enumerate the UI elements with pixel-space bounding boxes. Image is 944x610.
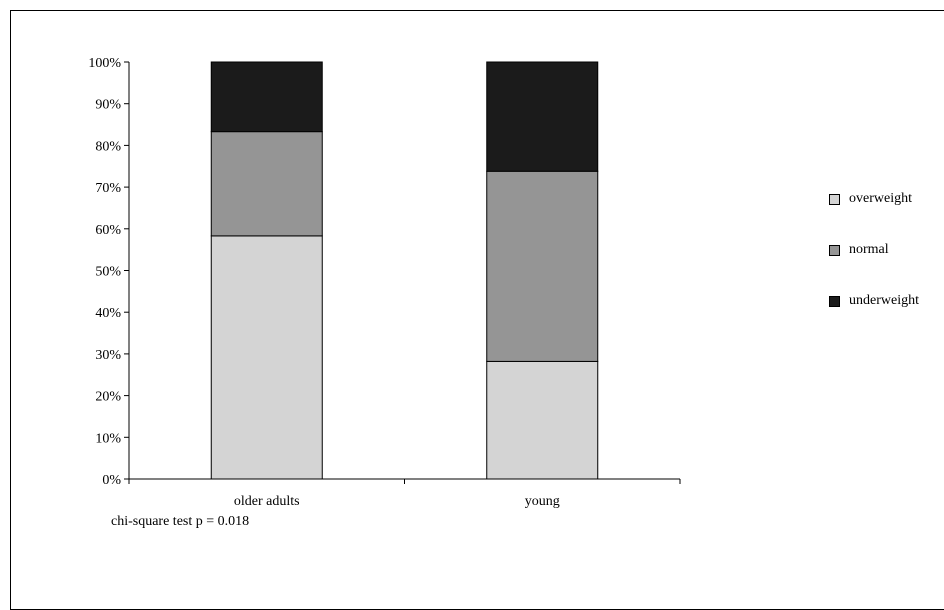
y-tick-label: 100% (88, 56, 121, 71)
legend-label-underweight: underweight (849, 293, 919, 308)
y-tick-label: 10% (95, 431, 121, 446)
y-tick-label: 0% (102, 473, 121, 488)
x-category-label: older adults (234, 494, 300, 509)
bar-overweight-older-adults (210, 235, 323, 480)
y-axis-ticks: 0% 10% 20% 30% 40% 50% 60% 70% 80% 90% 100% (88, 56, 129, 488)
legend-swatch-overweight (829, 194, 840, 205)
bar-underweight-young (486, 61, 599, 172)
bar-underweight-older-adults (210, 61, 323, 133)
bar-normal-older-adults (210, 131, 323, 237)
y-tick-label: 80% (95, 139, 121, 154)
y-tick-label: 90% (95, 98, 121, 113)
bar-normal-young (486, 170, 599, 362)
bars (210, 61, 599, 480)
bar-overweight-young (486, 360, 599, 480)
legend-swatch-underweight (829, 296, 840, 307)
chi-square-annotation: chi-square test p = 0.018 (111, 514, 250, 529)
y-tick-label: 40% (95, 306, 121, 321)
y-tick-label: 50% (95, 265, 121, 280)
y-tick-label: 20% (95, 390, 121, 405)
chart: 0% 10% 20% 30% 40% 50% 60% 70% 80% 90% 100% older … (88, 56, 681, 509)
x-axis-ticks: older adults young (128, 479, 681, 509)
y-tick-label: 60% (95, 223, 121, 238)
y-tick-label: 70% (95, 181, 121, 196)
x-category-label: young (525, 494, 560, 509)
y-tick-label: 30% (95, 348, 121, 363)
legend-label-overweight: overweight (849, 191, 912, 206)
legend-label-normal: normal (849, 242, 889, 257)
legend-swatch-normal (829, 245, 840, 256)
